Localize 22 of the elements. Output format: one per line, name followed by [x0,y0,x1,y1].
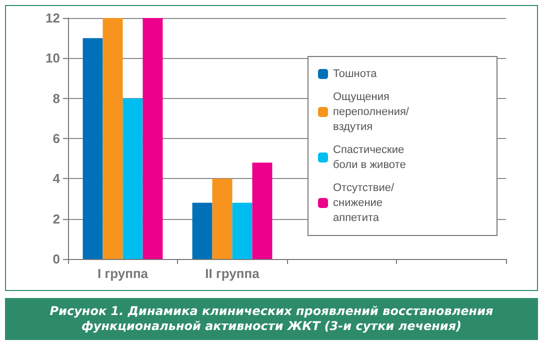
legend-label: Ощущения переполнения/ вздутия [333,91,412,133]
bar [142,18,163,259]
bar [252,162,272,259]
legend-label: Тошнота [333,68,378,80]
text: Рисунок 1. Динамика клинических проявлений восстановления функциональной активности ЖКТ (3-и сутки лечения) [5,298,538,340]
y-tick-label: 6 [52,131,60,146]
y-tick-label: 8 [52,90,60,106]
legend-label: Отсутствие/снижение аппетита [333,182,396,224]
y-tick-label: 4 [52,171,61,186]
bar [192,202,212,259]
y-tick-label: 10 [46,50,60,66]
bar [102,18,123,259]
y-tick-label: 12 [46,10,60,26]
y-tick-label: 2 [52,211,60,226]
bar [212,178,232,259]
bar [122,98,143,259]
legend-label: Спастические боли в животе [333,144,408,171]
bar [232,202,252,259]
bar [82,38,103,259]
y-tick-label: 0 [52,252,60,266]
x-tick-label: I группа [97,266,149,281]
x-tick-label: II группа [205,266,260,281]
